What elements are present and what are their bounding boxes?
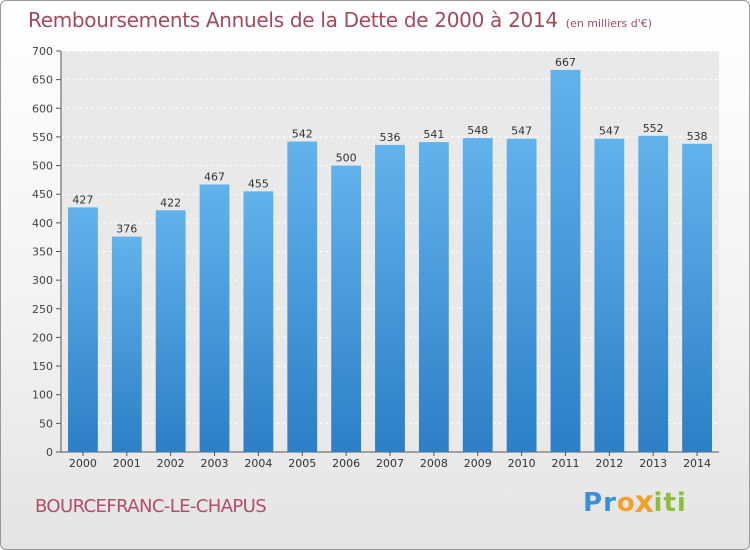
data-label: 542 [292,128,313,141]
bar [682,143,712,452]
logo-letter: i [653,488,664,518]
data-label: 541 [423,128,444,141]
x-tick-label: 2013 [639,457,667,470]
y-tick-label: 100 [32,389,53,402]
y-tick-label: 700 [32,45,53,58]
data-label: 547 [599,125,620,138]
y-tick-label: 550 [32,131,53,144]
x-tick-label: 2002 [157,457,185,470]
logo-letter: i [676,488,687,518]
data-label: 667 [555,56,576,69]
data-label: 467 [204,170,225,183]
x-tick-label: 2010 [508,457,536,470]
data-label: 536 [380,131,401,144]
bar [594,138,625,452]
bar [418,142,449,452]
x-tick-label: 2001 [113,457,141,470]
x-tick-label: 2011 [551,457,579,470]
bar [199,184,230,452]
y-tick-label: 500 [32,160,53,173]
y-tick-label: 350 [32,246,53,259]
data-label: 455 [248,177,269,190]
data-label: 548 [467,124,488,137]
y-tick-label: 300 [32,274,53,287]
data-label: 376 [116,223,137,236]
y-tick-label: 450 [32,188,53,201]
x-tick-label: 2004 [244,457,272,470]
x-tick-label: 2003 [201,457,229,470]
logo-letter: o [616,488,636,518]
logo-letter: r [603,488,617,518]
bar [375,144,405,452]
bar [331,165,362,453]
logo-letter: x [634,485,655,521]
x-tick-label: 2005 [288,457,316,470]
proxiti-logo[interactable]: Proxiti [583,485,687,521]
y-tick-label: 250 [32,303,53,316]
logo-letter: t [663,488,677,518]
bar [462,138,493,452]
y-tick-label: 50 [39,417,53,430]
bar [550,69,581,452]
data-label: 547 [511,125,532,138]
bar [68,207,98,452]
bar [111,236,142,452]
bar [155,210,186,452]
logo-letter: P [583,488,604,518]
bar [243,191,274,452]
data-label: 427 [72,193,93,206]
data-label: 552 [643,122,664,135]
x-tick-label: 2006 [332,457,360,470]
bar [638,135,669,453]
bar [506,138,537,452]
x-tick-label: 2014 [683,457,711,470]
x-tick-label: 2009 [464,457,492,470]
unit-label: (en milliers d'€) [565,17,653,30]
x-tick-label: 2007 [376,457,404,470]
y-tick-label: 150 [32,360,53,373]
y-tick-label: 600 [32,102,53,115]
data-label: 422 [160,196,181,209]
data-label: 500 [336,152,357,165]
bar-chart: 0 50 100 150 200 250 300 350 400 450 500 550 600 650 7… [32,45,719,470]
y-tick-label: 200 [32,331,53,344]
y-tick-label: 650 [32,74,53,87]
commune-name: BOURCEFRANC-LE-CHAPUS [35,496,267,517]
x-tick-label: 2000 [69,457,97,470]
chart-title: Remboursements Annuels de la Dette de 20… [28,8,652,32]
bar [287,141,318,453]
y-tick-label: 0 [46,446,53,459]
title-text: Remboursements Annuels de la Dette de 20… [28,8,558,32]
data-label: 538 [687,130,708,143]
y-tick-label: 400 [32,217,53,230]
x-tick-label: 2012 [595,457,623,470]
x-tick-label: 2008 [420,457,448,470]
